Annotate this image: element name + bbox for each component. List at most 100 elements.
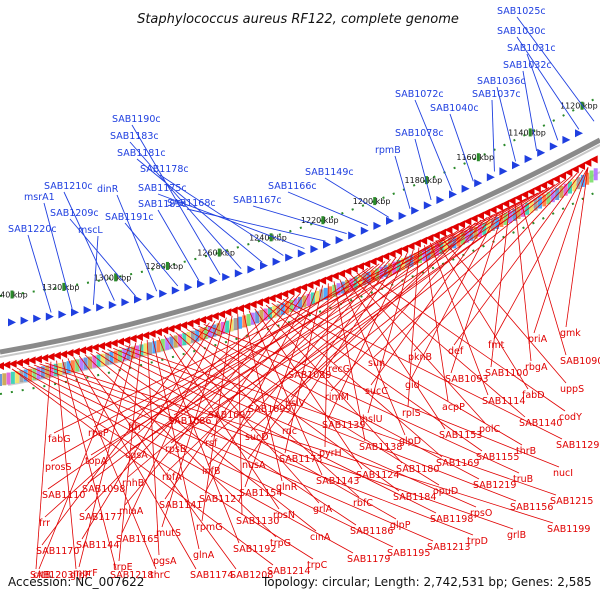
feature-box (580, 174, 585, 187)
reverse-gene-arrow (210, 312, 219, 321)
reverse-gene-label: glpD (399, 436, 421, 447)
reverse-gene-arrow (160, 326, 169, 335)
feature-box (555, 188, 560, 201)
forward-gene-callout (287, 191, 368, 227)
reverse-gene-label: prosS (45, 462, 72, 473)
kbp-label: 1180 kbp (405, 176, 443, 185)
reverse-gene-arrow (412, 239, 421, 248)
reverse-gene-arrow (27, 356, 36, 365)
reverse-gene-label: opuD (433, 486, 458, 497)
reverse-gene-callout (441, 237, 567, 384)
forward-gene-arrow (512, 161, 520, 170)
reverse-gene-callout (164, 291, 306, 500)
reverse-gene-callout (356, 272, 526, 418)
forward-gene-arrow (260, 261, 268, 270)
reverse-gene-arrow (141, 331, 150, 340)
reverse-gene-arrow (583, 158, 592, 167)
feature-box (336, 283, 341, 296)
reverse-gene-label: nusA (242, 460, 266, 471)
feature-box (349, 278, 354, 291)
feature-box (263, 308, 268, 321)
reverse-gene-arrow (476, 211, 484, 220)
reverse-gene-callout (333, 178, 567, 364)
reverse-gene-arrow (223, 308, 232, 317)
forward-gene-arrow (461, 184, 470, 193)
reverse-gene-label: topA (85, 456, 108, 467)
reverse-gene-arrow (406, 242, 415, 251)
forward-gene-label: SAB1178c (140, 164, 189, 175)
reverse-gene-arrow (343, 267, 352, 276)
scale-circle-outer (0, 95, 600, 297)
reverse-gene-label: hslU (362, 414, 383, 425)
reverse-gene-label: grlB (507, 530, 526, 541)
reverse-gene-label: codY (559, 412, 582, 423)
feature-box (173, 335, 178, 348)
reverse-gene-arrow (337, 269, 346, 278)
reverse-gene-callout (453, 169, 584, 346)
feature-box (418, 251, 422, 264)
forward-gene-arrow (486, 173, 495, 182)
reverse-gene-arrow (191, 317, 200, 326)
feature-box (122, 348, 127, 361)
feature-box (190, 330, 195, 343)
forward-gene-callout (136, 158, 263, 263)
feature-box (499, 214, 504, 227)
reverse-gene-arrow (2, 360, 11, 369)
feature-box (516, 206, 521, 219)
forward-gene-arrow (134, 295, 142, 304)
forward-gene-callout (496, 86, 516, 162)
reverse-gene-arrow (577, 161, 586, 170)
reverse-gene-arrow (381, 252, 390, 261)
reverse-gene-arrow (457, 220, 466, 229)
forward-gene-arrow (335, 236, 344, 245)
feature-box (45, 365, 50, 378)
reverse-gene-label: glnA (193, 550, 215, 561)
reverse-gene-callout (41, 322, 210, 546)
forward-gene-callout (131, 124, 221, 275)
reverse-gene-arrow (46, 352, 55, 361)
reverse-gene-label: rbfC (353, 498, 373, 509)
reverse-gene-label: SAB1180 (396, 464, 439, 475)
reverse-gene-callout (248, 310, 323, 476)
reverse-gene-arrow (261, 296, 270, 305)
kbp-tick (269, 233, 273, 242)
reverse-gene-label: SAB1208 (230, 570, 273, 581)
reverse-gene-callout (203, 323, 560, 468)
feature-box (10, 371, 15, 384)
kbp-label: 1320 kbp (42, 283, 80, 292)
reverse-gene-label: rpsN (273, 510, 295, 521)
reverse-gene-label: rplS (402, 408, 421, 419)
reverse-gene-label: sucC (365, 386, 388, 397)
forward-gene-arrow (297, 249, 306, 258)
reverse-gene-label: pyrH (319, 448, 342, 459)
forward-gene-label: rpmB (375, 145, 401, 156)
reverse-gene-callout (207, 259, 391, 466)
reverse-gene-label: thrB (516, 446, 536, 457)
reverse-gene-callout (407, 247, 420, 408)
reverse-gene-callout (90, 353, 317, 532)
forward-gene-callout (124, 222, 179, 287)
reverse-gene-callout (370, 214, 493, 386)
forward-gene-callout (92, 235, 99, 305)
reverse-gene-arrow (539, 181, 548, 190)
reverse-gene-label: SAB1093 (445, 374, 488, 385)
forward-gene-arrow (285, 253, 294, 262)
reverse-gene-callout (38, 343, 131, 570)
reverse-gene-callout (16, 367, 354, 554)
forward-gene-callout (27, 234, 52, 313)
reverse-gene-label: pknB (408, 352, 432, 363)
reverse-gene-label: frr (39, 518, 50, 529)
reverse-gene-callout (169, 333, 320, 504)
reverse-gene-callout (243, 312, 283, 482)
reverse-gene-label: priA (528, 334, 548, 345)
forward-gene-arrow (96, 303, 105, 312)
reverse-gene-label: trpC (307, 560, 328, 571)
kbp-tick (321, 216, 325, 225)
reverse-gene-arrow (526, 187, 535, 196)
reverse-gene-arrow (204, 313, 213, 322)
reverse-gene-arrow (273, 292, 282, 301)
genome-summary: Topology: circular; Length: 2,742,531 bp… (261, 575, 592, 589)
reverse-gene-callout (520, 201, 567, 356)
feature-box (306, 294, 311, 307)
reverse-gene-label: ffh (128, 422, 141, 433)
